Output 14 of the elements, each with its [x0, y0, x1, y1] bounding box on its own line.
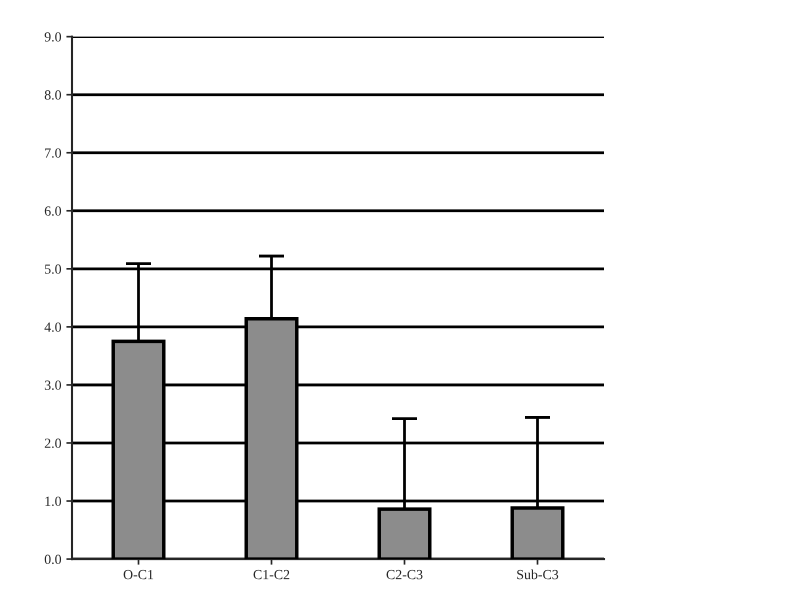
- y-tick-label: 2.0: [44, 438, 62, 448]
- x-tick-label: Sub-C3: [517, 569, 558, 580]
- x-tick-label: O-C1: [124, 570, 154, 580]
- y-tick-label: 4.0: [44, 322, 62, 332]
- y-tick-label: 9.0: [44, 32, 62, 42]
- y-tick-label: 5.0: [45, 264, 62, 274]
- x-tick-label: C1-C2: [254, 570, 290, 580]
- y-tick-label: 0.0: [44, 554, 62, 564]
- y-tick-label: 1.0: [45, 496, 62, 506]
- y-tick-label: 7.0: [45, 148, 62, 158]
- y-tick-label: 6.0: [44, 206, 62, 216]
- x-tick-label: C2-C3: [386, 570, 422, 580]
- y-tick-label: 3.0: [44, 380, 62, 390]
- y-tick-label: 8.0: [44, 90, 62, 100]
